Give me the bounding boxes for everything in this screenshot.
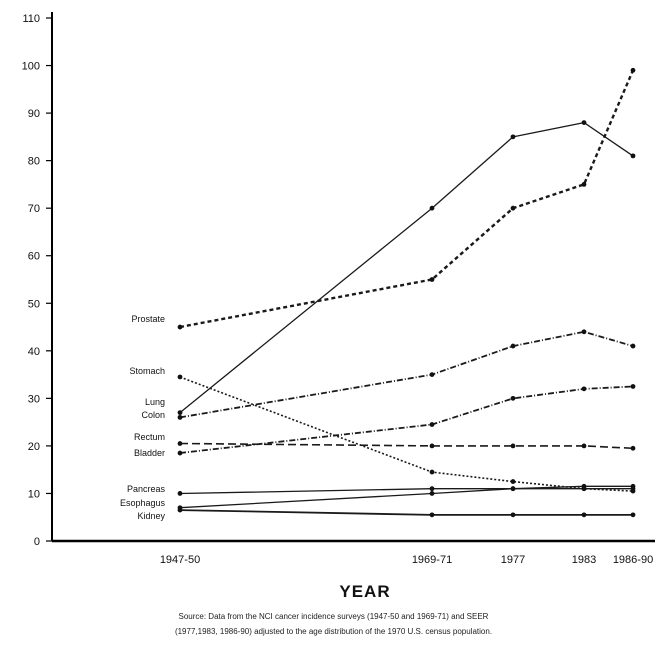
source-note-line-2: (1977,1983, 1986-90) adjusted to the age… — [174, 627, 493, 636]
series-label-kidney: Kidney — [137, 511, 165, 521]
data-point-bladder — [177, 450, 183, 456]
data-point-prostate — [510, 205, 516, 211]
data-point-lung — [177, 410, 183, 416]
y-tick-label: 100 — [22, 61, 40, 73]
data-point-bladder — [510, 395, 516, 401]
y-tick-label: 80 — [28, 156, 40, 168]
y-tick-label: 110 — [22, 13, 40, 25]
source-note-line-1: Source: Data from the NCI cancer inciden… — [178, 612, 489, 621]
x-tick-label: 1983 — [572, 554, 596, 566]
series-label-stomach: Stomach — [129, 366, 165, 376]
data-point-rectum — [177, 441, 183, 446]
data-point-colon — [510, 343, 516, 349]
series-label-colon: Colon — [141, 410, 165, 420]
series-line-stomach — [179, 376, 634, 492]
data-point-rectum — [581, 443, 587, 449]
series-label-prostate: Prostate — [131, 314, 165, 324]
x-tick-label: 1977 — [501, 554, 525, 566]
y-tick-label: 70 — [28, 203, 40, 215]
data-point-prostate — [429, 277, 435, 282]
data-point-rectum — [429, 443, 435, 449]
series-line-prostate — [179, 69, 635, 329]
y-tick-label: 90 — [28, 108, 40, 120]
data-point-bladder — [581, 386, 587, 392]
data-point-pancreas — [177, 491, 183, 496]
data-point-kidney — [630, 512, 636, 518]
data-point-bladder — [630, 384, 636, 389]
data-point-bladder — [429, 422, 435, 427]
series-line-lung — [179, 121, 634, 414]
data-point-lung — [429, 205, 435, 211]
data-point-lung — [630, 153, 636, 159]
series-labels: Prostate Lung Colon Stomach Rectum Bladder Pan… — [120, 314, 166, 521]
data-point-colon — [630, 343, 636, 349]
y-tick-label: 20 — [28, 441, 40, 453]
series-line-esophagus — [179, 488, 633, 509]
series-line-kidney — [179, 509, 633, 516]
data-point-colon — [581, 329, 587, 335]
data-point-lung — [510, 134, 516, 140]
data-point-rectum — [510, 443, 516, 449]
series-line-bladder — [179, 385, 634, 454]
y-tick-label: 60 — [28, 251, 40, 263]
data-point-esophagus — [429, 491, 435, 496]
series-label-esophagus: Esophagus — [120, 498, 166, 508]
data-point-kidney — [510, 512, 516, 518]
data-point-pancreas — [429, 486, 435, 492]
x-tick-label: 1947-50 — [160, 554, 200, 566]
line-chart: 0 10 20 30 40 50 60 70 80 90 100 110 1947-50 1969-71 1… — [22, 12, 655, 600]
series-label-lung: Lung — [145, 397, 165, 407]
series-line-colon — [179, 330, 634, 419]
data-point-colon — [429, 372, 435, 377]
data-point-lung — [581, 120, 587, 125]
axes: 0 10 20 30 40 50 60 70 80 90 100 110 1947-50 1969-71 1… — [22, 12, 655, 566]
data-point-prostate — [630, 67, 636, 73]
x-axis-title: YEAR — [339, 582, 390, 600]
series-line-rectum — [179, 442, 634, 450]
data-point-kidney — [581, 512, 587, 518]
series-line-pancreas — [179, 485, 633, 495]
series-label-rectum: Rectum — [134, 432, 165, 442]
data-point-kidney — [429, 512, 435, 518]
series-label-pancreas: Pancreas — [127, 484, 166, 494]
series-label-bladder: Bladder — [134, 448, 165, 458]
data-point-kidney — [177, 507, 183, 513]
y-tick-label: 10 — [28, 488, 40, 500]
data-point-colon — [177, 414, 183, 420]
series-lines — [177, 67, 636, 518]
data-point-prostate — [581, 182, 587, 187]
y-tick-label: 50 — [28, 298, 40, 310]
data-point-rectum — [630, 445, 636, 451]
y-tick-label: 40 — [28, 346, 40, 358]
y-tick-label: 0 — [34, 536, 40, 548]
data-point-esophagus — [630, 486, 636, 492]
x-tick-label: 1969-71 — [412, 554, 452, 566]
data-point-stomach — [429, 469, 435, 475]
data-point-stomach — [177, 374, 183, 380]
y-tick-label: 30 — [28, 393, 40, 405]
data-point-prostate — [177, 324, 183, 330]
data-point-esophagus — [581, 486, 587, 492]
data-point-stomach — [510, 479, 516, 484]
data-point-esophagus — [510, 486, 516, 492]
x-tick-label: 1986-90 — [613, 554, 653, 566]
